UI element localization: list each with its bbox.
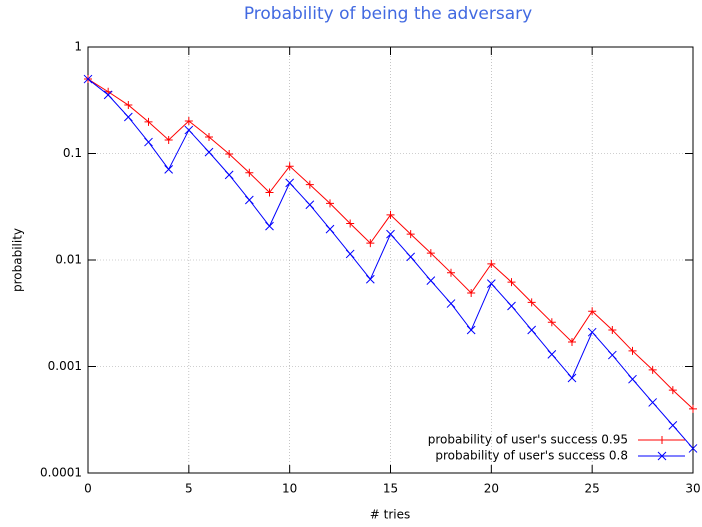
point-marker bbox=[447, 268, 455, 277]
point-marker bbox=[346, 219, 355, 228]
point-marker bbox=[567, 373, 577, 383]
point-marker bbox=[386, 210, 395, 219]
point-marker bbox=[366, 239, 375, 248]
point-marker bbox=[668, 421, 678, 430]
y-axis-label: probability bbox=[11, 228, 25, 292]
point-marker bbox=[608, 326, 617, 335]
point-marker bbox=[285, 178, 295, 188]
point-marker bbox=[648, 398, 658, 407]
point-marker bbox=[225, 149, 234, 158]
point-marker bbox=[326, 199, 334, 208]
x-tick-label: 25 bbox=[585, 482, 600, 496]
point-marker bbox=[224, 170, 234, 180]
point-marker bbox=[527, 325, 537, 335]
point-marker bbox=[245, 168, 254, 177]
point-marker bbox=[507, 301, 516, 311]
y-tick-label: 0.1 bbox=[63, 146, 82, 160]
point-marker bbox=[527, 298, 536, 307]
point-marker bbox=[83, 74, 93, 84]
point-marker bbox=[123, 112, 133, 122]
legend-label: probability of user's success 0.95 bbox=[428, 433, 628, 447]
point-marker bbox=[124, 101, 133, 110]
x-tick-label: 30 bbox=[685, 482, 700, 496]
point-marker bbox=[587, 327, 597, 337]
point-marker bbox=[305, 200, 315, 210]
y-tick-label: 0.001 bbox=[48, 359, 82, 373]
point-marker bbox=[668, 386, 677, 395]
point-marker bbox=[689, 404, 697, 413]
y-tick-label: 0.0001 bbox=[40, 466, 82, 480]
point-marker bbox=[205, 132, 213, 141]
point-marker bbox=[325, 224, 335, 234]
point-marker bbox=[406, 230, 415, 239]
legend-label: probability of user's success 0.8 bbox=[435, 449, 628, 463]
point-marker bbox=[164, 135, 173, 144]
point-marker bbox=[487, 259, 496, 268]
point-marker bbox=[547, 318, 556, 327]
point-marker bbox=[486, 279, 496, 288]
point-marker bbox=[345, 249, 355, 259]
point-marker bbox=[164, 164, 174, 174]
point-marker bbox=[568, 337, 576, 346]
point-marker bbox=[144, 117, 153, 126]
point-marker bbox=[446, 299, 456, 308]
point-marker bbox=[144, 137, 153, 147]
point-marker bbox=[184, 125, 194, 135]
point-marker bbox=[688, 444, 698, 453]
x-tick-label: 15 bbox=[383, 482, 398, 496]
x-axis-label: # tries bbox=[370, 508, 410, 522]
legend-marker bbox=[657, 451, 667, 461]
y-tick-label: 1 bbox=[74, 40, 82, 54]
point-marker bbox=[628, 346, 637, 355]
point-marker bbox=[588, 307, 597, 316]
point-marker bbox=[103, 90, 113, 100]
point-marker bbox=[467, 288, 476, 297]
plot-frame bbox=[87, 46, 694, 474]
point-marker bbox=[547, 350, 557, 359]
point-marker bbox=[305, 180, 314, 189]
point-marker bbox=[607, 350, 617, 360]
x-tick-label: 10 bbox=[282, 482, 297, 496]
x-tick-label: 0 bbox=[84, 482, 92, 496]
point-marker bbox=[648, 365, 657, 374]
point-marker bbox=[365, 274, 375, 284]
x-tick-label: 20 bbox=[484, 482, 499, 496]
point-marker bbox=[386, 229, 395, 239]
point-marker bbox=[285, 162, 294, 171]
point-marker bbox=[184, 116, 193, 125]
legend-marker bbox=[658, 436, 666, 444]
point-marker bbox=[426, 276, 436, 285]
point-marker bbox=[628, 374, 637, 384]
point-marker bbox=[426, 249, 435, 258]
x-tick-label: 5 bbox=[185, 482, 193, 496]
point-marker bbox=[466, 325, 476, 335]
point-marker bbox=[507, 278, 516, 287]
y-tick-label: 0.01 bbox=[55, 253, 82, 267]
point-marker bbox=[406, 252, 416, 262]
point-marker bbox=[265, 188, 274, 197]
point-marker bbox=[204, 147, 214, 157]
point-marker bbox=[244, 195, 254, 205]
chart-title: Probability of being the adversary bbox=[244, 4, 532, 24]
point-marker bbox=[265, 221, 274, 231]
